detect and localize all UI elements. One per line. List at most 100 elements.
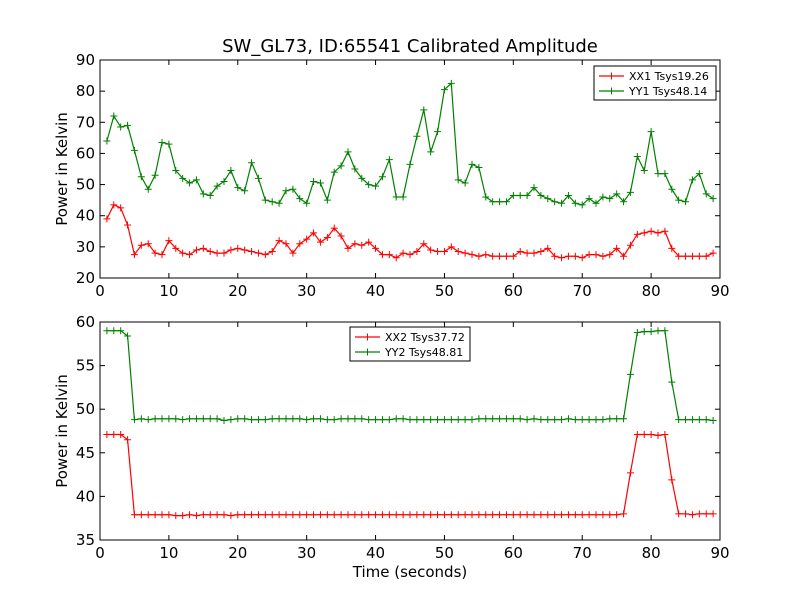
p1-series-0-point-72 (599, 511, 607, 519)
p0-series-0-point-80 (654, 229, 662, 237)
p1-series-0-point-55 (482, 511, 490, 519)
p0-series-0-point-71 (592, 251, 600, 259)
p1-series-1-point-78 (640, 328, 648, 336)
p0-series-0-point-48 (434, 248, 442, 256)
p1-series-0-point-32 (323, 511, 331, 519)
p1-series-1-point-63 (537, 416, 545, 424)
p0-series-0-point-56 (489, 252, 497, 260)
p0-series-1-point-14 (199, 190, 207, 198)
p0-series-0-point-7 (151, 249, 159, 257)
p1-series-1-point-28 (296, 415, 304, 423)
p1-series-1-point-69 (578, 416, 586, 424)
p0-x-tick-label-4: 40 (366, 282, 385, 300)
p1-series-0-point-68 (571, 511, 579, 519)
p1-x-tick-label-4: 40 (366, 544, 385, 562)
p0-series-1-point-33 (330, 168, 338, 176)
p0-series-1-point-42 (392, 193, 400, 201)
p0-series-1-point-52 (461, 179, 469, 187)
p1-series-0-point-31 (316, 511, 324, 519)
p1-series-0-point-86 (695, 510, 703, 518)
p0-y-tick-label-0: 20 (76, 269, 95, 287)
p1-y-tick-label-5: 60 (76, 313, 95, 331)
p1-series-1-point-35 (344, 415, 352, 423)
p0-series-1-point-46 (420, 106, 428, 114)
p0-series-1-point-11 (179, 174, 187, 182)
p0-x-tick-label-3: 30 (297, 282, 316, 300)
p0-legend-box (593, 65, 717, 101)
p1-series-0-point-66 (558, 511, 566, 519)
p0-series-1-point-48 (434, 128, 442, 136)
p0-series-0-point-13 (192, 246, 200, 254)
p1-series-0-point-37 (358, 511, 366, 519)
p1-series-0-point-7 (151, 511, 159, 519)
top-panel: 0 10 20 30 40 50 60 70 80 90 20 30 40 50 60 70 80 90 XX1 T… (76, 51, 730, 300)
p0-series-0-point-76 (626, 241, 634, 249)
p1-series-0-point-50 (447, 511, 455, 519)
p0-x-tick-label-2: 20 (228, 282, 247, 300)
p1-series-1-point-54 (475, 415, 483, 423)
p0-x-tick-label-5: 50 (435, 282, 454, 300)
p1-series-1-point-52 (461, 416, 469, 424)
p0-series-1-point-68 (571, 199, 579, 207)
p0-series-1-point-66 (558, 199, 566, 207)
p1-series-0-point-81 (661, 430, 669, 438)
p0-series-0-point-35 (344, 244, 352, 252)
p1-series-1-point-27 (289, 415, 297, 423)
p1-series-0-point-84 (682, 510, 690, 518)
p0-series-1-point-2 (117, 123, 125, 131)
p0-legend-marker-0 (608, 72, 615, 80)
x-axis-label: Time (seconds) (352, 563, 468, 581)
p1-series-0-point-6 (144, 511, 152, 519)
p0-legend: XX1 Tsys19.26 YY1 Tsys48.14 (593, 65, 717, 101)
p0-series-1-point-78 (640, 167, 648, 175)
p0-series-1-point-8 (158, 139, 166, 147)
p1-series-0-point-74 (613, 511, 621, 519)
p0-y-tick-label-4: 60 (76, 144, 95, 162)
p1-series-0-point-52 (461, 511, 469, 519)
p0-series-1-point-34 (337, 162, 345, 170)
p1-series-0-point-18 (227, 512, 235, 520)
p0-series-1-point-35 (344, 148, 352, 156)
p1-series-0-point-14 (199, 511, 207, 519)
p0-series-0-point-41 (385, 251, 393, 259)
p0-series-1-point-63 (537, 191, 545, 199)
p0-series-0-point-22 (254, 249, 262, 257)
p0-series-0-point-11 (179, 249, 187, 257)
p1-series-1-point-87 (702, 416, 710, 424)
p1-series-1-point-81 (661, 327, 669, 335)
p0-series-0-point-10 (172, 244, 180, 252)
p1-series-1-point-55 (482, 415, 490, 423)
p0-series-0-point-86 (695, 252, 703, 260)
p0-series-0-point-63 (537, 248, 545, 256)
p1-series-1-point-58 (502, 415, 510, 423)
p1-series-0-point-28 (296, 511, 304, 519)
p0-series-1-point-5 (137, 173, 145, 181)
p1-legend-label-0: XX2 Tsys37.72 (385, 331, 465, 344)
p1-series-0-point-71 (592, 511, 600, 519)
p0-series-1-point-59 (509, 191, 517, 199)
p0-series-0-point-88 (709, 249, 717, 257)
p1-series-1-point-21 (248, 416, 256, 424)
p1-series-0-point-56 (489, 511, 497, 519)
p1-series-1-point-84 (682, 416, 690, 424)
p1-series-0-point-19 (234, 511, 242, 519)
p0-series-0-point-8 (158, 251, 166, 259)
p1-series-1-point-29 (303, 416, 311, 424)
p1-series-1-point-41 (385, 416, 393, 424)
p1-series-0-point-10 (172, 512, 180, 520)
p1-series-0-point-54 (475, 511, 483, 519)
p0-series-1-point-0 (103, 137, 111, 145)
p0-series-0-point-45 (413, 248, 421, 256)
p1-series-1-point-40 (378, 416, 386, 424)
p0-series-1-point-23 (261, 196, 269, 204)
p0-series-1-point-18 (227, 167, 235, 175)
p0-series-1-point-80 (654, 170, 662, 178)
p0-series-1-point-21 (248, 159, 256, 167)
p0-series-1-point-83 (675, 196, 683, 204)
p1-series-1-point-61 (523, 416, 531, 424)
p0-series-0-point-5 (137, 241, 145, 249)
p0-series-0-point-73 (606, 251, 614, 259)
p1-y-tick-label-0: 35 (76, 531, 95, 549)
p1-series-0-point-57 (496, 511, 504, 519)
p1-series-0-point-78 (640, 430, 648, 438)
